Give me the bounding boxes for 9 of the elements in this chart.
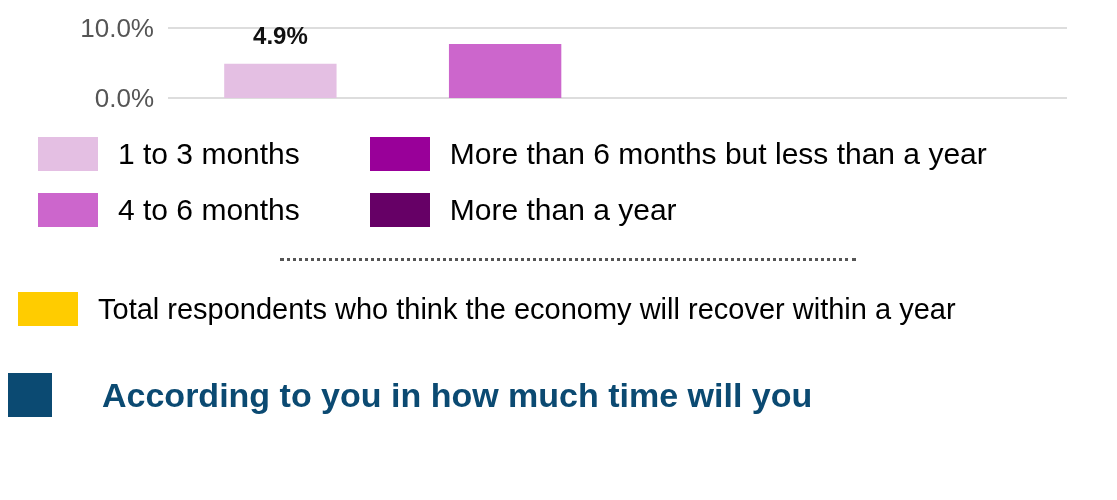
text: According to you in how much time will you — [102, 375, 813, 415]
legend-label: More than 6 months but less than a year — [449, 137, 987, 171]
legend-label: Total respondents who think the economy will recover within a year — [98, 292, 956, 326]
data-label: 4.9% — [253, 22, 308, 50]
y-tick-label: 0.0% — [94, 83, 154, 113]
legend-label: 4 to 6 months — [118, 193, 300, 227]
y-tick-label: 10.0% — [80, 13, 154, 43]
legend-label: 1 to 3 months — [118, 137, 300, 171]
legend-label: More than a year — [449, 193, 677, 227]
